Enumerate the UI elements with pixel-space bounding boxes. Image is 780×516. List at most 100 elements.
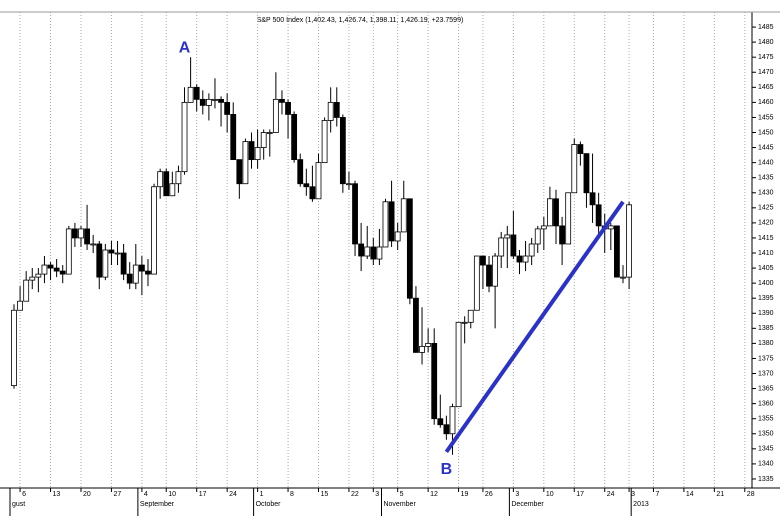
candle-body xyxy=(394,231,401,242)
x-tick-label: 10 xyxy=(546,491,554,498)
candle-body xyxy=(279,98,285,103)
candle-body xyxy=(461,321,468,324)
candle-body xyxy=(534,228,541,245)
candle-body xyxy=(607,225,614,230)
candle-body xyxy=(193,86,200,100)
candle-body xyxy=(321,120,328,164)
candle-body xyxy=(199,98,206,106)
x-tick-label: 17 xyxy=(199,491,207,498)
month-label: gust xyxy=(12,501,25,508)
candle-body xyxy=(382,201,389,248)
candle-body xyxy=(285,101,291,115)
y-tick-label: 1385 xyxy=(758,325,774,332)
candle-body xyxy=(114,252,121,255)
x-tick-label: 27 xyxy=(113,491,121,498)
x-tick-label: 7 xyxy=(655,491,659,498)
y-tick-label: 1440 xyxy=(758,159,774,166)
candle-body xyxy=(248,141,255,161)
y-tick-label: 1405 xyxy=(758,265,774,272)
candle-body xyxy=(78,228,84,239)
candle-body xyxy=(84,228,90,245)
x-tick-label: 1 xyxy=(260,491,264,498)
candle-body xyxy=(449,406,456,435)
candle-body xyxy=(352,183,358,245)
candle-body xyxy=(236,159,243,185)
y-tick-label: 1475 xyxy=(758,54,774,61)
y-tick-label: 1410 xyxy=(758,250,774,257)
x-tick-label: 22 xyxy=(351,491,359,498)
candle-body xyxy=(388,201,395,242)
candle-body xyxy=(230,114,237,161)
x-tick-label: 21 xyxy=(716,491,724,498)
y-tick-label: 1375 xyxy=(758,355,774,362)
y-tick-label: 1390 xyxy=(758,310,774,317)
x-tick-label: 3 xyxy=(375,491,379,498)
y-tick-label: 1445 xyxy=(758,144,774,151)
candle-body xyxy=(108,249,115,254)
x-tick-label: 10 xyxy=(168,491,176,498)
x-tick-label: 14 xyxy=(686,491,694,498)
month-label: October xyxy=(256,501,282,508)
candle-body xyxy=(431,342,438,420)
y-tick-label: 1485 xyxy=(758,24,774,31)
candle-body xyxy=(327,101,334,121)
candle-body xyxy=(522,255,529,263)
candle-body xyxy=(163,171,170,197)
candle-body xyxy=(145,270,151,275)
y-tick-label: 1340 xyxy=(758,461,774,468)
y-tick-label: 1435 xyxy=(758,175,774,182)
candle-body xyxy=(291,114,298,161)
candle-body xyxy=(138,264,145,272)
trendline xyxy=(444,200,625,454)
candle-body xyxy=(339,117,346,185)
candle-body xyxy=(547,198,553,227)
candle-body xyxy=(297,159,304,185)
candle-body xyxy=(571,144,578,194)
candle-body xyxy=(540,225,547,230)
candle-body xyxy=(473,255,480,311)
candle-body xyxy=(486,264,492,287)
candle-body xyxy=(467,309,474,323)
y-tick-label: 1370 xyxy=(758,370,774,377)
candle-body xyxy=(492,255,499,287)
y-tick-label: 1455 xyxy=(758,114,774,121)
y-tick-label: 1420 xyxy=(758,220,774,227)
y-tick-label: 1465 xyxy=(758,84,774,91)
y-tick-label: 1470 xyxy=(758,69,774,76)
candle-body xyxy=(59,270,66,275)
candle-body xyxy=(90,243,97,246)
candle-body xyxy=(614,225,620,278)
x-tick-label: 8 xyxy=(290,491,294,498)
candle-body xyxy=(35,273,42,278)
candle-body xyxy=(589,192,596,206)
y-tick-label: 1360 xyxy=(758,400,774,407)
x-tick-label: 26 xyxy=(485,491,493,498)
candle-body xyxy=(553,198,559,227)
annotation: B xyxy=(441,461,453,478)
candle-body xyxy=(254,147,261,161)
candle-body xyxy=(437,418,444,426)
x-tick-label: 12 xyxy=(430,491,438,498)
y-tick-label: 1365 xyxy=(758,385,774,392)
candle-body xyxy=(516,255,523,263)
x-tick-label: 24 xyxy=(607,491,615,498)
candle-body xyxy=(577,144,584,154)
y-tick-label: 1460 xyxy=(758,99,774,106)
candle-body xyxy=(333,101,340,118)
x-tick-label: 28 xyxy=(747,491,755,498)
x-tick-label: 13 xyxy=(53,491,61,498)
candle-body xyxy=(595,204,602,227)
x-tick-label: 20 xyxy=(83,491,91,498)
x-tick-label: 15 xyxy=(321,491,329,498)
candle-body xyxy=(565,192,572,245)
candle-body xyxy=(212,98,218,101)
candle-body xyxy=(364,246,371,257)
candle-body xyxy=(303,183,310,188)
y-tick-label: 1450 xyxy=(758,129,774,136)
y-tick-label: 1380 xyxy=(758,340,774,347)
y-tick-label: 1430 xyxy=(758,190,774,197)
candle-body xyxy=(23,279,30,302)
candle-body xyxy=(72,228,78,239)
candle-body xyxy=(504,234,511,239)
